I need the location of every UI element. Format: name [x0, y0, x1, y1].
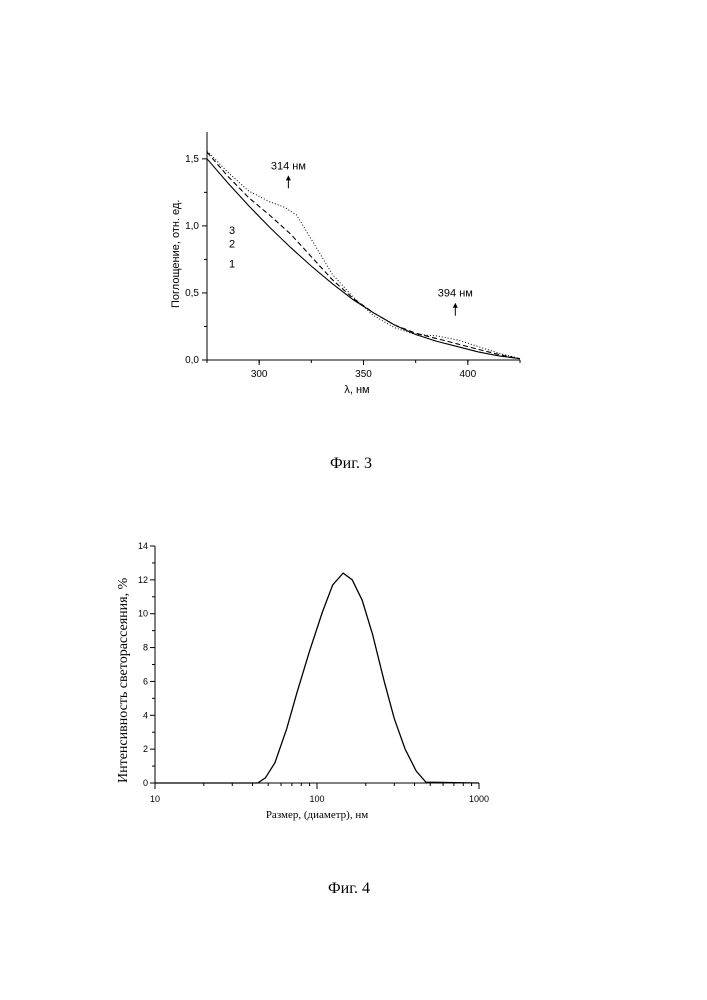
chart2-xlabel: Размер, (диаметр), нм — [266, 809, 368, 821]
chart1-xlabel: λ, нм — [344, 384, 369, 396]
chart1-series-3-line — [206, 150, 521, 360]
chart1-series-2-line — [206, 151, 521, 360]
chart1-y-tick-label: 1,0 — [185, 221, 199, 232]
chart1-series-label: 1 — [229, 258, 235, 270]
chart1-ylabel: Поглощение, отн. ед. — [170, 199, 182, 308]
chart1-series-label: 3 — [229, 225, 235, 237]
chart2-ylabel: Интенсивность светорассеяния, % — [116, 577, 131, 783]
chart2-y-tick-label: 0 — [143, 778, 148, 788]
chart1-annotation: 394 нм — [438, 288, 473, 300]
chart1-y-tick-label: 0,0 — [185, 355, 199, 366]
chart2-y-tick-label: 10 — [138, 609, 148, 619]
arrow-head-icon — [452, 302, 458, 308]
chart2-y-tick-label: 12 — [138, 575, 148, 585]
chart2-x-tick-label: 100 — [309, 794, 324, 804]
chart2-y-tick-label: 4 — [143, 710, 148, 720]
chart2-x-tick-label: 1000 — [469, 794, 489, 804]
chart1-y-tick-label: 0,5 — [185, 288, 199, 299]
chart1-x-tick-label: 350 — [355, 369, 372, 380]
chart1-x-tick-label: 300 — [251, 369, 268, 380]
chart2-y-tick-label: 14 — [138, 541, 148, 551]
chart1-annotation: 314 нм — [271, 160, 306, 172]
chart1-y-tick-label: 1,5 — [185, 154, 199, 165]
figure-4-caption: Фиг. 4 — [328, 880, 370, 897]
arrow-head-icon — [285, 175, 291, 181]
chart1-x-tick-label: 400 — [459, 369, 476, 380]
chart2-y-tick-label: 8 — [143, 643, 148, 653]
chart1-series-label: 2 — [229, 238, 235, 250]
chart2-y-tick-label: 2 — [143, 744, 148, 754]
figure-3-caption: Фиг. 3 — [330, 455, 372, 472]
chart2-y-tick-label: 6 — [143, 676, 148, 686]
chart2-x-tick-label: 10 — [150, 794, 160, 804]
chart1-series-1-line — [206, 158, 521, 360]
chart2-series-line — [155, 572, 480, 784]
